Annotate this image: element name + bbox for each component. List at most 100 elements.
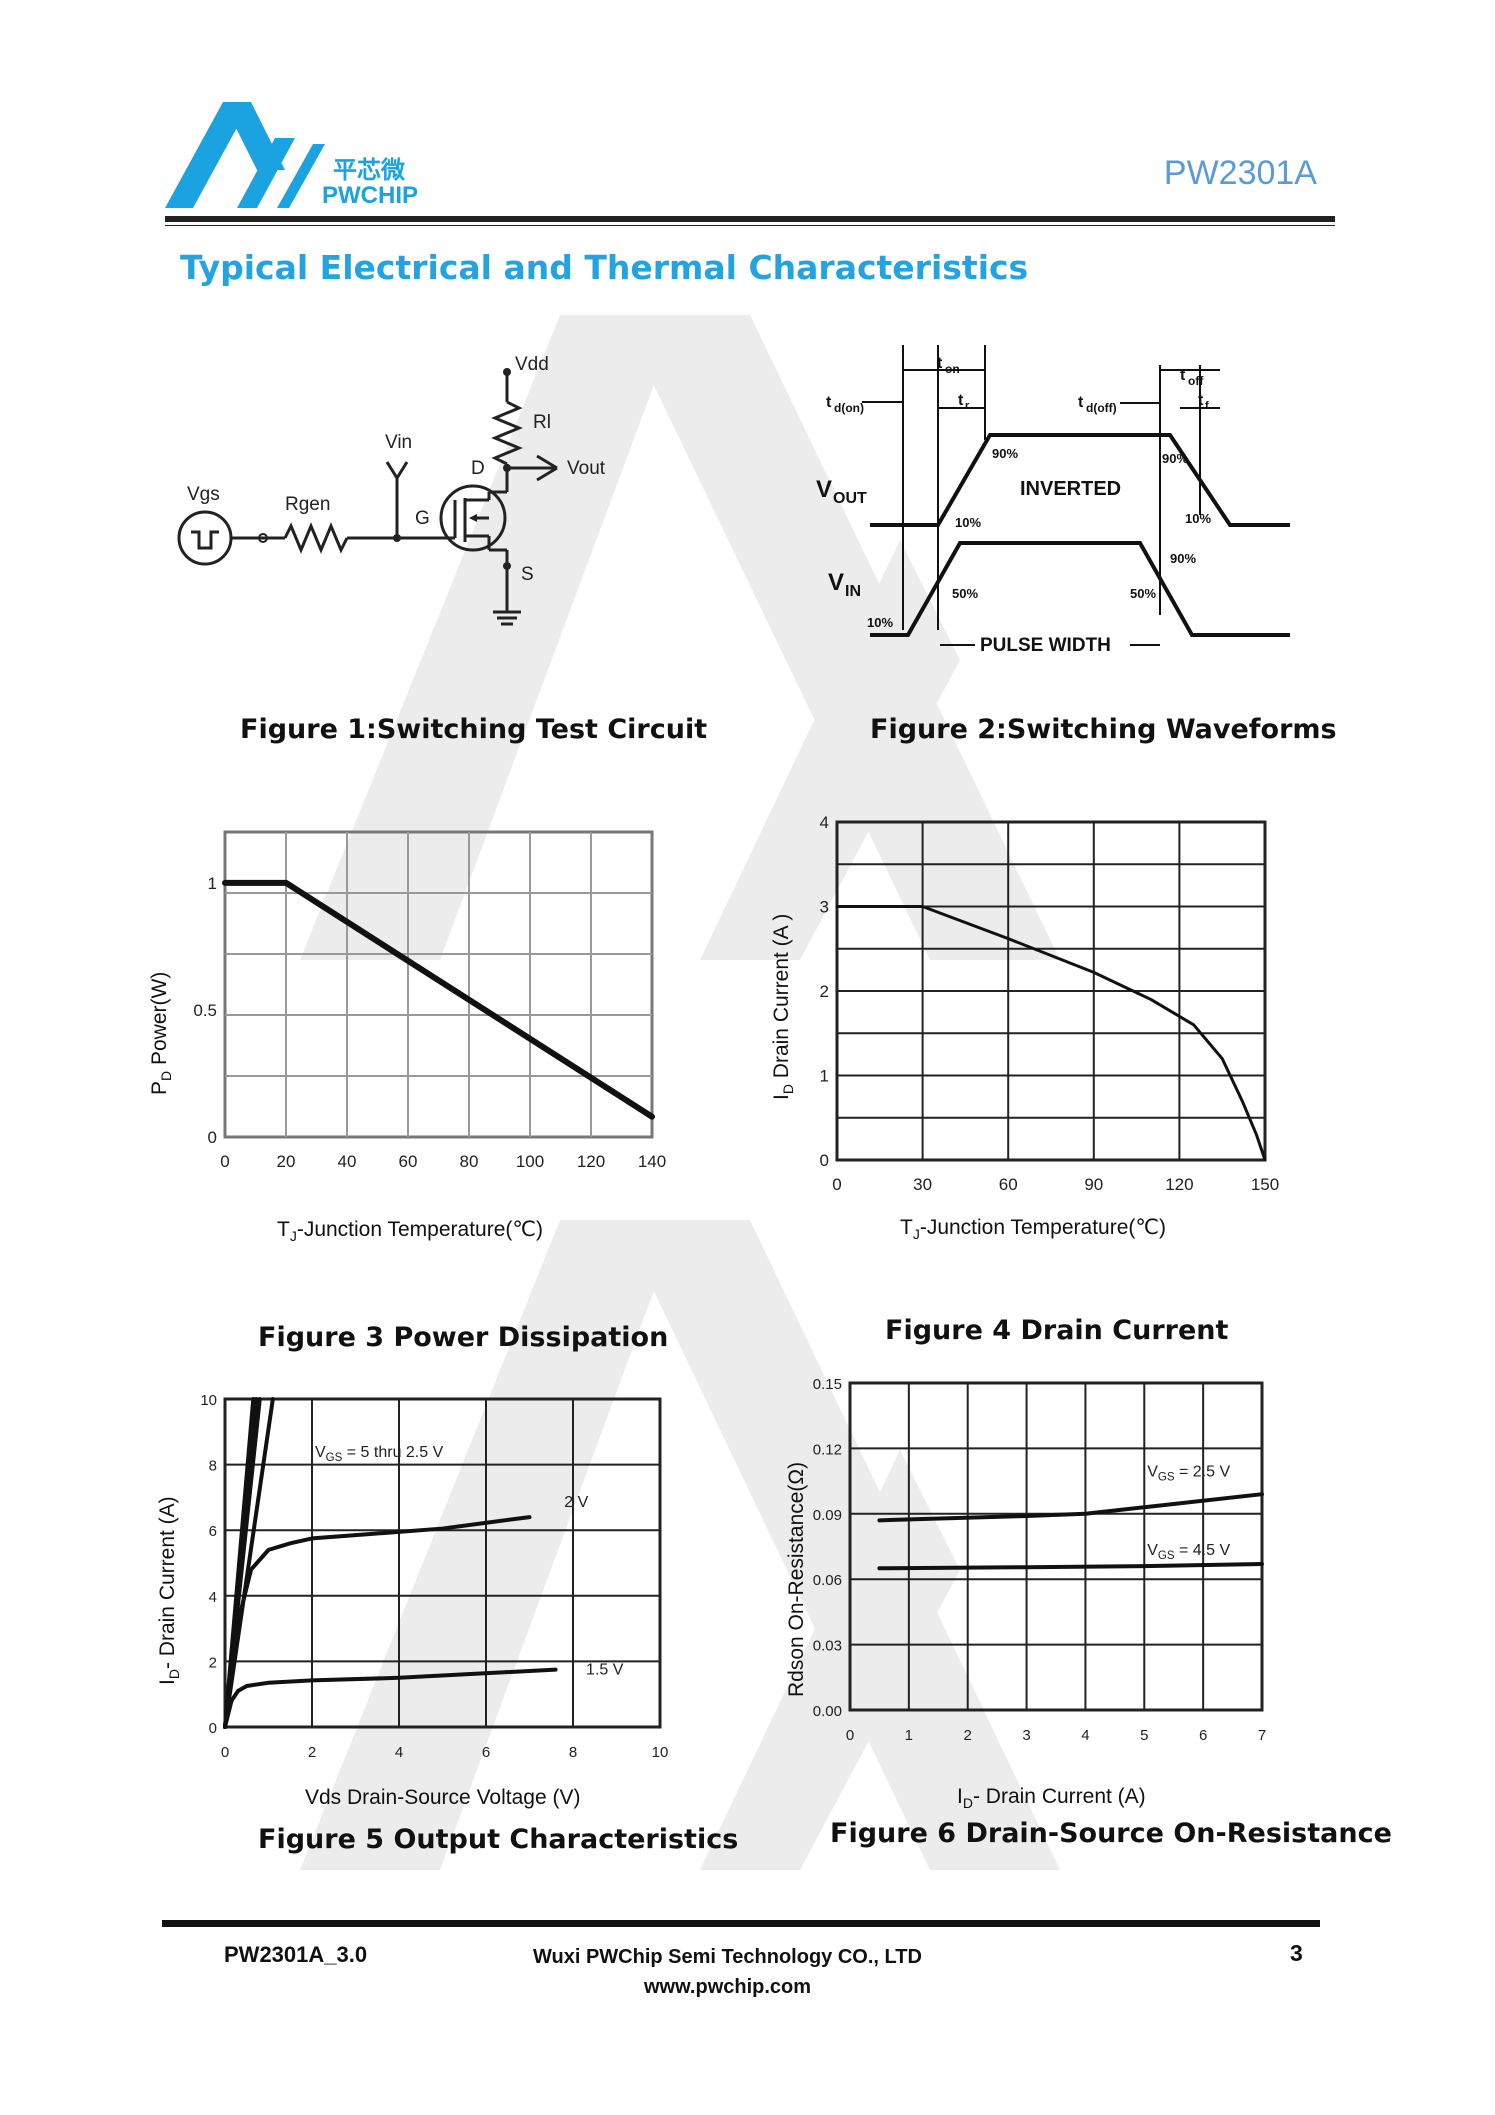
x-tick-label: 60 [399,1152,418,1171]
part-number: PW2301A [1163,154,1317,192]
x-tick-label: 150 [1251,1175,1279,1194]
x-tick-label: 60 [999,1175,1018,1194]
x-tick-label: 120 [1165,1175,1193,1194]
pct-90-b: 90% [1162,451,1188,466]
company-website: www.pwchip.com [644,1976,812,1998]
figure-3-caption: Figure 3 Power Dissipation [258,1322,669,1353]
logo-english-text: PWCHIP [322,182,418,209]
figure-1-caption: Figure 1:Switching Test Circuit [240,714,708,745]
fig5-xlabel: Vds Drain-Source Voltage (V) [305,1786,581,1809]
series-line-4 [223,1515,532,1729]
y-tick-label: 4 [820,813,829,832]
x-tick-label: 6 [1199,1727,1207,1744]
vout-sub: OUT [833,490,867,507]
curve-label-1-5v: 1.5 V [586,1662,624,1679]
y-tick-label: 0 [209,1720,217,1737]
figure-5-caption: Figure 5 Output Characteristics [258,1824,739,1855]
x-tick-label: 10 [652,1744,669,1761]
x-tick-label: 3 [1022,1727,1030,1744]
tr-label: t [958,392,964,409]
series-line-5 [223,1667,558,1729]
ton-label: t [937,355,943,372]
pct-10-b: 10% [1185,511,1211,526]
switching-waveforms: t on t r t d(on) t d(off) t off t f V OU… [816,345,1290,656]
label-vout: Vout [567,458,606,479]
plot-frame [223,830,654,1139]
tdoff-sub: d(off) [1086,401,1117,415]
figure-2-caption: Figure 2:Switching Waveforms [870,714,1337,745]
fig6-xlabel: ID- Drain Current (A) [957,1785,1146,1812]
x-tick-label: 8 [569,1744,577,1761]
fig4-ylabel: ID Drain Current (A ) [770,913,797,1100]
x-tick-label: 120 [577,1152,605,1171]
y-tick-label: 4 [209,1589,217,1606]
pct-50-a: 50% [952,586,978,601]
toff-label: t [1180,367,1186,384]
y-tick-label: 0 [820,1151,829,1170]
ton-sub: on [945,362,960,376]
tdoff-label: t [1078,394,1084,411]
tf-sub: f [1205,400,1209,412]
x-tick-label: 4 [395,1744,403,1761]
tdon-label: t [826,394,832,411]
x-tick-label: 20 [277,1152,296,1171]
x-tick-label: 140 [638,1152,666,1171]
x-tick-label: 0 [846,1727,854,1744]
header-rule-thin [165,225,1335,226]
y-tick-label: 0.03 [813,1638,842,1655]
logo-chinese-text: 平芯微 [333,156,405,184]
tf-label: t [1198,392,1204,409]
label-vgs: Vgs [187,484,220,505]
label-source: S [521,564,534,585]
x-tick-label: 4 [1081,1727,1089,1744]
section-title: Typical Electrical and Thermal Character… [180,248,1029,287]
footer-rule [162,1920,1320,1927]
x-tick-label: 30 [913,1175,932,1194]
x-tick-label: 5 [1140,1727,1148,1744]
series-line-1 [877,1561,1264,1571]
vin-label: V [828,569,844,596]
tr-sub: r [965,400,970,412]
power-dissipation-chart: 0 20 40 60 80 100 120 140 0 0.5 1 [193,830,666,1171]
y-tick-label: 0.12 [813,1441,842,1458]
x-tick-label: 7 [1258,1727,1266,1744]
label-rgen: Rgen [285,494,330,515]
fig6-ylabel: Rdson On-Resistance(Ω) [785,1461,808,1697]
y-tick-label: 1 [208,874,217,893]
y-tick-label: 0.5 [193,1001,217,1020]
doc-version: PW2301A_3.0 [224,1942,368,1967]
curve-label-2v: 2 V [564,1494,588,1511]
pct-50-b: 50% [1130,586,1156,601]
x-tick-label: 1 [905,1727,913,1744]
vgs-range-annotation: VGS = 5 thru 2.5 V [315,1444,444,1464]
plot-frame [848,1381,1264,1712]
y-tick-label: 0.09 [813,1507,842,1524]
pct-90-c: 90% [1170,551,1196,566]
x-tick-label: 6 [482,1744,490,1761]
x-tick-label: 40 [338,1152,357,1171]
y-tick-label: 0.15 [813,1376,842,1393]
vgs-2-5v-label: VGS = 2.5 V [1147,1464,1230,1484]
x-tick-label: 0 [221,1744,229,1761]
y-tick-label: 2 [820,982,829,1001]
page-number: 3 [1290,1940,1303,1966]
pulse-width-label: PULSE WIDTH [980,635,1111,656]
switching-test-circuit: Vdd Rl Vin Vout D Vgs Rgen G S [177,354,606,626]
y-tick-label: 8 [209,1458,217,1475]
plot-frame [223,1397,662,1729]
y-tick-label: 6 [209,1523,217,1540]
fig3-ylabel: PD Power(W) [148,971,175,1095]
label-rl: Rl [533,412,551,433]
fig3-xlabel: TJ-Junction Temperature(℃) [277,1218,543,1245]
label-gate: G [415,508,430,529]
y-tick-label: 0.00 [813,1703,842,1720]
figure-4-caption: Figure 4 Drain Current [885,1315,1229,1346]
series-line-0 [877,1492,1264,1523]
y-tick-label: 0.06 [813,1572,842,1589]
fig5-ylabel: ID- Drain Current (A) [156,1496,183,1685]
output-characteristics-chart: 0 2 4 6 8 10 0 2 4 6 8 10 VGS = 5 thru 2.5 V 2 V 1.5 V [200,1392,669,1761]
vgs-4-5v-label: VGS = 4.5 V [1147,1542,1230,1562]
y-tick-label: 1 [820,1067,829,1086]
